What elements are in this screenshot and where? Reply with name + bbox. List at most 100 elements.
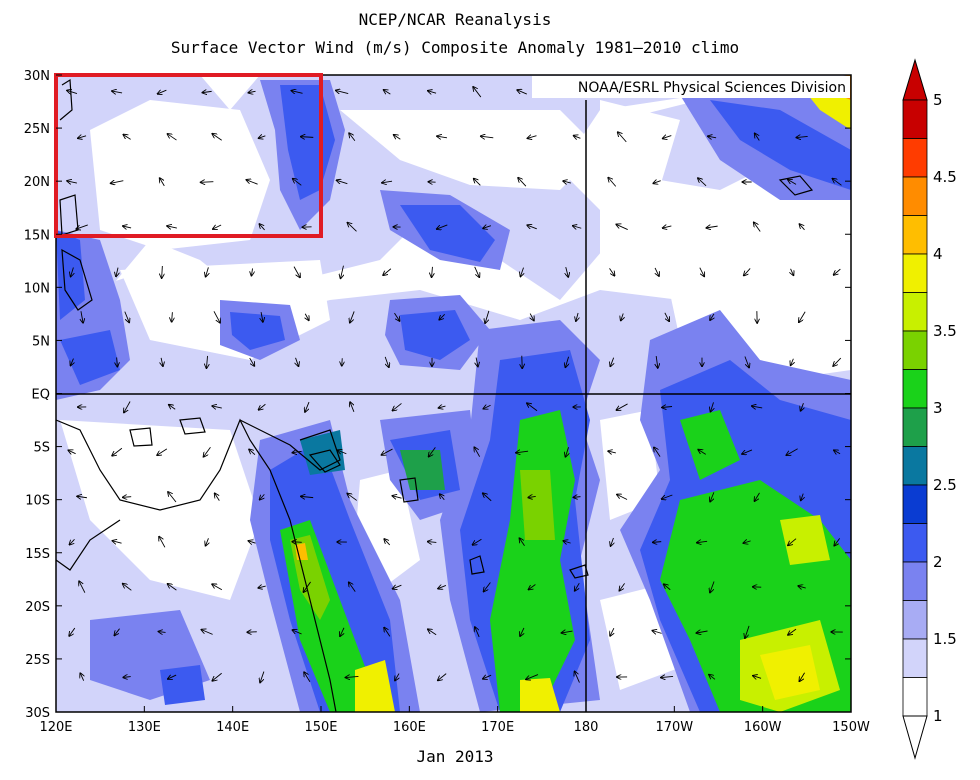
wind-vector — [652, 631, 662, 634]
wind-vector — [296, 357, 299, 366]
chart-subtitle: Surface Vector Wind (m/s) Composite Anom… — [170, 38, 740, 57]
wind-vector — [349, 133, 356, 142]
lon-label: 180 — [574, 720, 599, 735]
wind-vector — [710, 313, 714, 320]
wind-vector — [798, 586, 806, 588]
wind-vector — [662, 406, 673, 407]
lat-label: 15N — [24, 228, 50, 243]
wind-vector — [124, 401, 131, 413]
wind-vector — [755, 133, 760, 141]
wind-vector — [428, 542, 437, 543]
wind-vector — [383, 268, 392, 275]
wind-vector — [158, 90, 167, 94]
wind-vector — [123, 226, 132, 228]
colorbar-label: 1 — [933, 707, 943, 725]
wind-vector — [709, 675, 716, 680]
wind-vector — [301, 496, 314, 497]
wind-vector — [68, 450, 76, 453]
wind-vector — [293, 266, 300, 278]
colorbar-label: 5 — [933, 91, 943, 109]
wind-vector — [123, 135, 131, 140]
wind-vector — [246, 180, 258, 185]
wind-vector — [204, 446, 211, 457]
wind-vector — [212, 134, 222, 141]
wind-vector — [655, 267, 659, 276]
lat-label: EQ — [32, 388, 50, 403]
wind-vector — [124, 311, 129, 323]
wind-vector — [662, 494, 673, 499]
wind-vector — [710, 581, 715, 593]
wind-vector — [432, 266, 433, 277]
wind-vector — [575, 582, 580, 591]
wind-vector — [382, 448, 393, 455]
wind-vector — [788, 538, 797, 546]
lat-label: 25S — [25, 653, 50, 668]
wind-vector — [565, 447, 568, 456]
wind-vector — [800, 224, 805, 231]
wind-vector — [258, 586, 266, 588]
wind-vector — [429, 447, 436, 456]
wind-vector — [259, 224, 265, 231]
chart-title: NCEP/NCAR Reanalysis — [358, 10, 552, 29]
colorbar-bottom-arrow — [902, 715, 928, 760]
wind-vector — [303, 581, 311, 592]
wind-vector — [168, 584, 177, 591]
colorbar-swatch — [902, 407, 928, 447]
wind-vector — [619, 583, 625, 590]
wind-vector — [384, 356, 389, 367]
coastlines — [56, 78, 814, 712]
lon-label: 150W — [832, 720, 870, 735]
lon-label: 170E — [481, 720, 514, 735]
wind-vector — [158, 632, 166, 633]
credit-box — [532, 76, 850, 98]
wind-vector — [336, 90, 349, 93]
wind-vector — [706, 226, 718, 228]
wind-vector — [304, 672, 311, 682]
wind-vector — [340, 627, 344, 636]
wind-vector — [481, 136, 494, 138]
wind-vector — [341, 265, 344, 279]
wind-vector — [519, 538, 525, 547]
lat-label: 20S — [25, 600, 50, 615]
wind-vector — [201, 630, 213, 635]
wind-vector — [81, 311, 83, 322]
wind-vector — [347, 494, 357, 501]
wind-vector — [71, 358, 74, 366]
wind-vector — [616, 403, 628, 410]
wind-vector — [67, 90, 78, 93]
wind-vector — [292, 451, 302, 452]
wind-vector — [473, 87, 482, 98]
wind-vector — [744, 268, 751, 275]
wind-vector — [617, 495, 628, 500]
lon-label: 160E — [393, 720, 426, 735]
wind-vector — [123, 677, 131, 678]
colorbar: 5 4.5 4 3.5 3 2.5 2 1.5 1 — [902, 58, 957, 760]
wind-vector — [801, 403, 804, 411]
wind-vector — [664, 584, 671, 591]
wind-vector — [261, 312, 263, 322]
wind-vector — [526, 674, 539, 680]
wind-vector — [697, 541, 708, 542]
wind-vector — [212, 672, 222, 681]
wind-vector — [696, 631, 708, 633]
highlight-box — [54, 73, 323, 238]
wind-vector — [112, 541, 122, 543]
wind-vector — [438, 585, 447, 588]
wind-vector — [437, 136, 448, 138]
wind-vector — [485, 310, 490, 323]
wind-vector — [80, 673, 83, 681]
wind-vector — [484, 582, 491, 592]
wind-vector — [259, 136, 266, 138]
wind-vector — [77, 496, 87, 498]
wind-vector — [834, 268, 841, 275]
lon-label: 150E — [304, 720, 337, 735]
wind-vector — [786, 448, 798, 455]
wind-vector — [788, 628, 797, 635]
wind-vector — [350, 311, 355, 322]
wind-vector — [616, 224, 628, 230]
wind-vector — [791, 268, 794, 275]
colorbar-label: 2 — [933, 553, 943, 571]
wind-vector — [201, 182, 214, 183]
wind-vector — [384, 90, 391, 94]
wind-vector — [168, 675, 177, 679]
